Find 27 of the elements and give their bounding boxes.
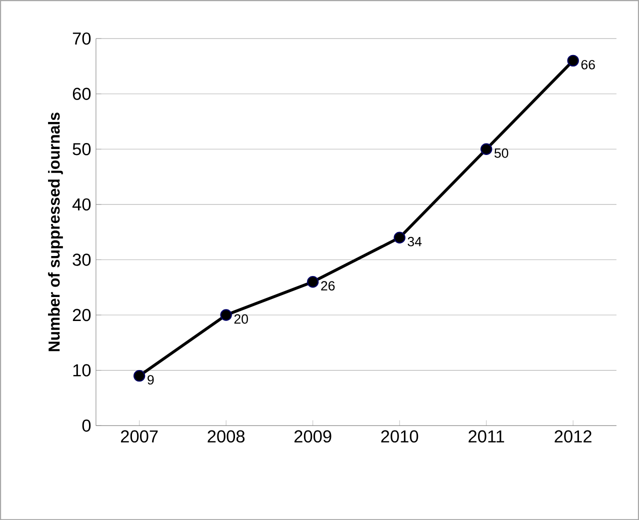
x-tick-label: 2011 — [468, 430, 504, 442]
y-tick-label: 50 — [72, 142, 91, 156]
y-tick-label: 0 — [82, 419, 91, 432]
data-label: 50 — [494, 148, 508, 158]
y-tick-label: 70 — [72, 32, 91, 45]
point — [306, 276, 319, 288]
x-tick-label: 2012 — [554, 430, 592, 442]
x-tick-label: 2008 — [208, 430, 245, 442]
point — [220, 309, 232, 321]
x-tick-label: 2009 — [294, 430, 332, 442]
data-label: 20 — [234, 314, 248, 324]
y-tick-label: 60 — [72, 88, 91, 100]
point — [480, 143, 492, 155]
y-tick-label: 30 — [72, 253, 91, 266]
data-label: 66 — [581, 60, 595, 70]
y-tick-label: 40 — [72, 198, 91, 210]
point — [133, 370, 146, 382]
data-label: 34 — [408, 236, 422, 246]
point — [567, 54, 579, 66]
data-label: 9 — [148, 375, 154, 384]
data-label: 26 — [321, 281, 335, 290]
y-tick-label: 20 — [72, 308, 91, 322]
x-tick-label: 2010 — [381, 430, 418, 442]
point — [394, 232, 406, 244]
y-tick-label: 10 — [73, 364, 91, 376]
x-tick-label: 2007 — [120, 430, 158, 442]
y-axis-title: Number of suppressed journals — [48, 112, 63, 352]
